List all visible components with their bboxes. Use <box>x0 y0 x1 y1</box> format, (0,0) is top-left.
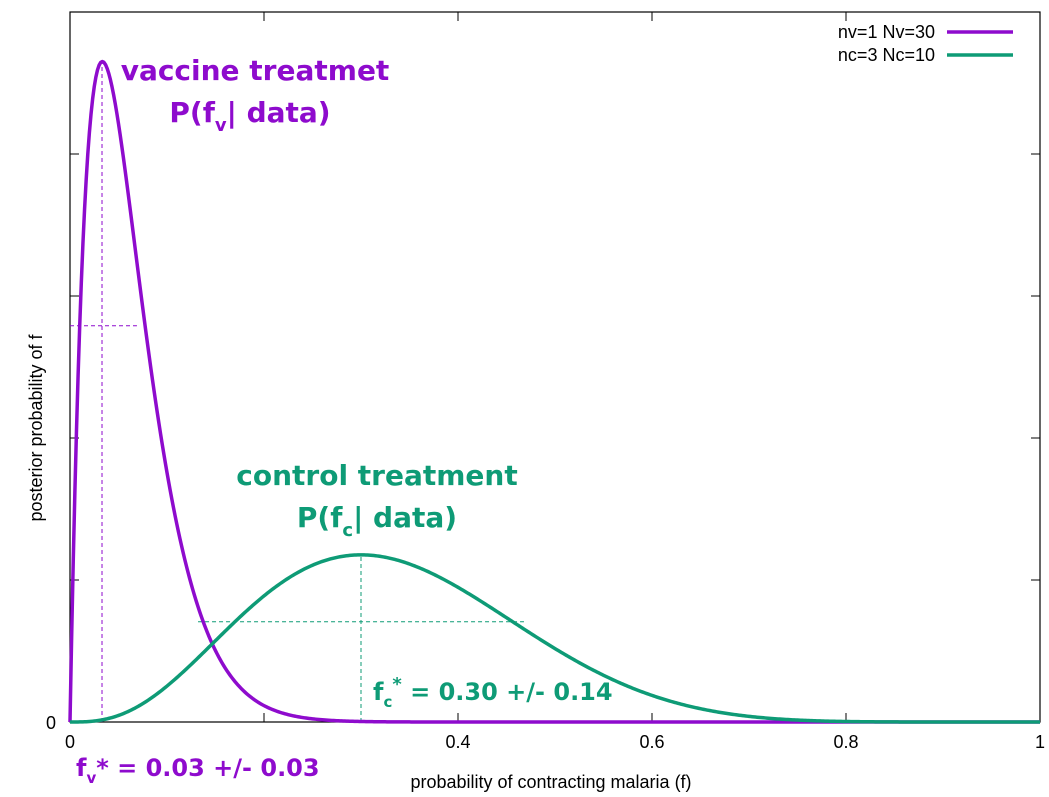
y-tick-label-zero: 0 <box>46 713 56 733</box>
legend-label-vaccine: nv=1 Nv=30 <box>838 22 935 42</box>
fv-estimate-sub: v <box>86 769 96 787</box>
x-tick-label: 0 <box>65 732 75 752</box>
x-tick-labels: 0 0.4 0.6 0.8 1 <box>65 732 1045 752</box>
x-tick-label: 0.4 <box>445 732 470 752</box>
fv-estimate-label: fv* = 0.03 +/- 0.03 <box>76 754 320 787</box>
control-formula-sub: c <box>342 520 353 541</box>
fv-estimate-value: * = 0.03 +/- 0.03 <box>96 754 319 782</box>
x-tick-label: 1 <box>1035 732 1045 752</box>
fv-estimate-f: f <box>76 754 87 782</box>
fc-estimate-value: = 0.30 +/- 0.14 <box>402 678 613 706</box>
control-formula-prefix: P(f <box>297 501 343 534</box>
x-tick-label: 0.8 <box>833 732 858 752</box>
fc-estimate-f: f <box>373 678 384 706</box>
guide-lines <box>70 61 524 722</box>
vaccine-title: vaccine treatmet <box>121 54 390 87</box>
x-axis-label: probability of contracting malaria (f) <box>410 772 691 792</box>
vaccine-formula-suffix: | data) <box>227 96 331 129</box>
legend: nv=1 Nv=30 nc=3 Nc=10 <box>838 22 1013 65</box>
vaccine-curve <box>68 59 1041 724</box>
curves <box>68 59 1041 724</box>
control-title: control treatment <box>236 459 518 492</box>
fc-estimate-sub: c <box>383 693 392 711</box>
legend-label-control: nc=3 Nc=10 <box>838 45 935 65</box>
vaccine-formula-prefix: P(f <box>169 96 215 129</box>
control-formula: P(fc| data) <box>297 501 457 541</box>
control-curve <box>69 553 1041 724</box>
vaccine-formula: P(fv| data) <box>169 96 330 136</box>
x-tick-label: 0.6 <box>639 732 664 752</box>
vaccine-formula-sub: v <box>215 115 227 136</box>
fc-estimate-label: fc* = 0.30 +/- 0.14 <box>373 674 613 711</box>
fc-estimate-star: * <box>392 674 402 695</box>
y-axis-label: posterior probability of f <box>26 333 46 521</box>
control-formula-suffix: | data) <box>353 501 457 534</box>
